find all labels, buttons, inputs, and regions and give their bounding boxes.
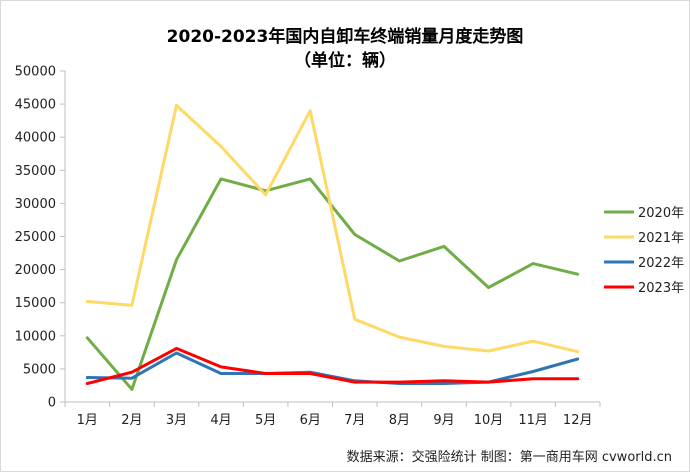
- x-tick-labels: 1月 2月 3月 4月 5月 6月 7月 8月 9月 10月 11月 12月: [77, 413, 593, 428]
- y-tick-label: 30000: [15, 197, 56, 212]
- y-tick-label: 20000: [15, 263, 56, 278]
- x-tick-label: 2月: [121, 413, 142, 428]
- y-tick-label: 25000: [15, 230, 56, 245]
- x-tick-label: 5月: [255, 413, 276, 428]
- y-tick-label: 5000: [23, 362, 56, 377]
- y-tick-label: 50000: [15, 65, 56, 80]
- x-tick-label: 11月: [518, 413, 548, 428]
- legend-label: 2021年: [638, 231, 684, 246]
- x-tick-label: 6月: [300, 413, 321, 428]
- axes: [60, 70, 601, 407]
- series-line-2023年: [85, 346, 580, 385]
- legend-label: 2023年: [638, 281, 684, 296]
- y-tick-label: 40000: [15, 131, 56, 146]
- x-tick-label: 1月: [77, 413, 98, 428]
- y-tick-label: 0: [48, 396, 56, 411]
- x-tick-label: 7月: [344, 413, 365, 428]
- y-tick-label: 10000: [15, 329, 56, 344]
- series-line-2020年: [85, 177, 580, 391]
- x-tick-label: 10月: [474, 413, 504, 428]
- chart-title: 2020-2023年国内自卸车终端销量月度走势图: [166, 27, 524, 47]
- x-tick-label: 8月: [389, 413, 410, 428]
- legend-label: 2022年: [638, 256, 684, 271]
- legend-label: 2020年: [638, 206, 684, 221]
- y-tick-labels: 0 5000 10000 15000 20000 25000 30000 35000 40000…: [15, 65, 56, 411]
- source-note: 数据来源：交强险统计 制图：第一商用车网 cvworld.cn: [346, 450, 672, 465]
- series-line-2021年: [85, 103, 580, 354]
- y-tick-label: 35000: [15, 164, 56, 179]
- x-tick-label: 4月: [210, 413, 231, 428]
- series-lines: [85, 103, 580, 391]
- x-tick-label: 3月: [166, 413, 187, 428]
- y-tick-label: 15000: [15, 296, 56, 311]
- chart-subtitle: （单位：辆）: [294, 51, 396, 71]
- x-tick-label: 12月: [563, 413, 593, 428]
- x-tick-label: 9月: [433, 413, 454, 428]
- y-tick-label: 45000: [15, 98, 56, 113]
- legend: 2020年 2021年 2022年 2023年: [604, 206, 684, 296]
